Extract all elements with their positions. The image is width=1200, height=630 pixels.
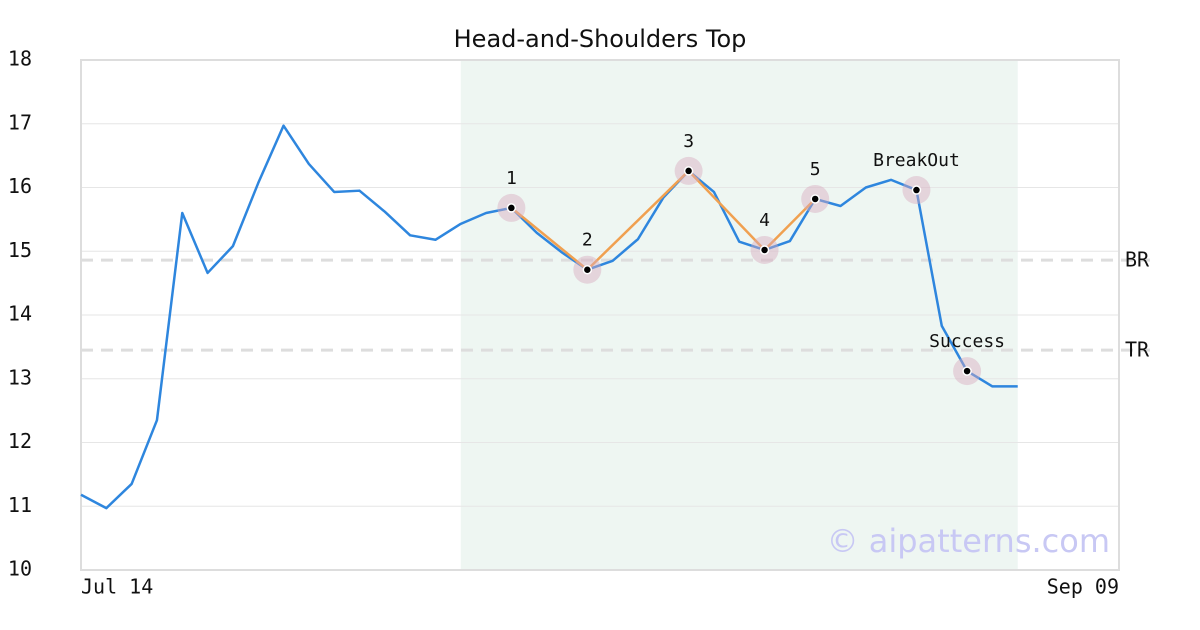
watermark: © aipatterns.com [827, 522, 1110, 560]
signal-label: BreakOut [873, 150, 960, 171]
y-tick-label: 17 [8, 110, 32, 134]
series-line [80, 124, 1018, 510]
pattern-point [582, 264, 593, 275]
y-tick-label: 15 [8, 238, 32, 262]
pattern-label: 1 [506, 168, 517, 189]
y-tick-label: 18 [8, 47, 32, 71]
y-tick-label: 11 [8, 493, 32, 517]
signal-label: Success [929, 331, 1005, 352]
pattern-label: 4 [759, 210, 770, 231]
x-tick-label: Sep 09 [1047, 575, 1119, 599]
pattern-point [759, 245, 770, 255]
x-tick-label: Jul 14 [81, 575, 153, 599]
pattern-label: 5 [810, 159, 821, 180]
signal-point [911, 185, 922, 195]
level-label: TR [1125, 338, 1150, 362]
pattern-label: 2 [582, 230, 593, 251]
y-tick-label: 16 [8, 174, 32, 198]
y-tick-label: 14 [8, 302, 32, 326]
pattern-point [506, 203, 517, 213]
pattern-point [810, 194, 820, 204]
signal-point [962, 366, 972, 376]
pattern-point [683, 166, 694, 176]
plot-border [80, 59, 1120, 571]
chart-title: Head-and-Shoulders Top [454, 25, 747, 53]
pattern-label: 3 [683, 131, 694, 152]
y-tick-label: 10 [8, 557, 32, 581]
level-label: BR [1125, 248, 1150, 272]
y-tick-label: 13 [8, 365, 32, 389]
y-tick-label: 12 [8, 429, 32, 453]
